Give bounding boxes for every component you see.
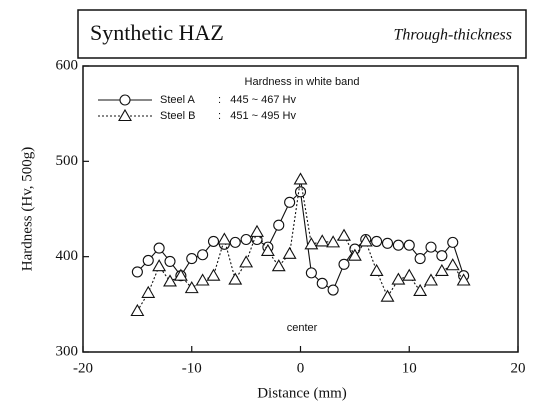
point — [153, 242, 165, 254]
point — [271, 259, 286, 272]
point — [195, 273, 210, 286]
point — [294, 186, 307, 198]
point — [392, 239, 404, 251]
y-axis-label: Hardness (Hv, 500g) — [19, 147, 35, 271]
point — [436, 250, 448, 262]
point — [207, 235, 220, 247]
point — [163, 274, 177, 287]
point — [447, 236, 459, 248]
point — [337, 228, 351, 241]
point — [434, 263, 449, 277]
x-tick-label: -10 — [182, 360, 202, 376]
point — [381, 237, 394, 249]
point — [206, 268, 221, 281]
point — [391, 272, 406, 285]
point — [239, 255, 254, 268]
point — [152, 259, 167, 272]
chart-subtitle: Through-thickness — [393, 27, 512, 44]
point — [142, 254, 154, 267]
plot-frame — [82, 65, 519, 353]
legend-label: Steel B — [160, 110, 195, 122]
point — [369, 263, 384, 277]
point — [338, 258, 350, 270]
point — [240, 233, 252, 246]
y-tick-label: 600 — [56, 57, 79, 73]
legend-marker — [118, 108, 132, 122]
x-axis-label: Distance (mm) — [257, 385, 347, 401]
legend-title: Hardness in white band — [245, 76, 360, 88]
point — [130, 303, 145, 317]
point — [197, 249, 209, 261]
legend-label: Steel A — [160, 94, 196, 106]
point — [293, 172, 308, 185]
point — [358, 234, 373, 247]
x-tick-label: 20 — [511, 360, 526, 376]
point — [445, 258, 460, 271]
legend-marker — [119, 94, 131, 106]
x-tick-label: 0 — [297, 360, 305, 376]
point — [456, 273, 471, 286]
point — [402, 268, 417, 281]
y-tick-label: 400 — [56, 248, 79, 264]
point — [403, 239, 415, 251]
point — [316, 277, 328, 289]
y-tick-label: 500 — [56, 153, 79, 169]
point — [229, 236, 241, 248]
legend-detail: : 451 ~ 495 Hv — [218, 110, 296, 122]
point — [326, 235, 341, 248]
point — [304, 237, 319, 250]
point — [305, 267, 317, 279]
annotation: center — [287, 322, 318, 334]
title-box — [77, 9, 527, 59]
point — [164, 255, 176, 267]
point — [173, 268, 188, 281]
point — [424, 273, 438, 286]
point — [228, 272, 243, 285]
y-tick-label: 300 — [56, 343, 79, 359]
point — [131, 266, 143, 278]
point — [425, 241, 437, 253]
point — [186, 253, 198, 265]
point — [413, 283, 428, 297]
point — [327, 284, 339, 296]
point — [260, 243, 275, 256]
x-tick-label: 10 — [402, 360, 417, 376]
point — [184, 281, 199, 294]
chart-title: Synthetic HAZ — [90, 20, 224, 45]
point — [282, 246, 297, 259]
point — [250, 224, 264, 237]
point — [414, 253, 426, 265]
point — [217, 232, 232, 245]
legend-detail: : 445 ~ 467 Hv — [218, 94, 296, 106]
x-tick-label: -20 — [73, 360, 93, 376]
point — [284, 196, 296, 208]
point — [380, 289, 395, 302]
point — [347, 248, 362, 261]
point — [371, 235, 383, 247]
point — [141, 285, 156, 298]
point — [315, 234, 330, 247]
point — [273, 219, 285, 231]
